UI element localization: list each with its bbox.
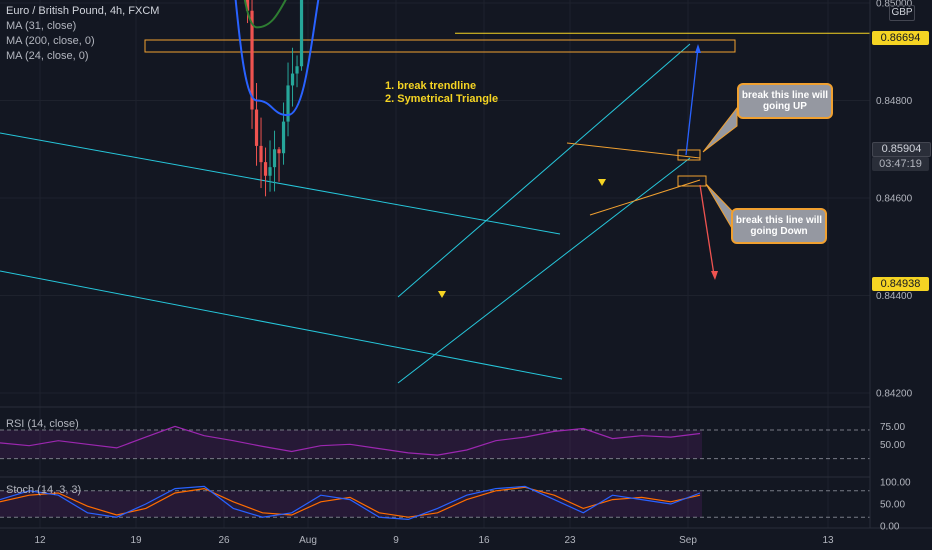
rsi-line <box>0 425 701 456</box>
time-tick-label: 16 <box>478 535 490 546</box>
legend-ma200[interactable]: MA (200, close, 0) <box>6 35 95 47</box>
candles <box>245 0 304 197</box>
projection-down-arrowhead <box>711 271 718 280</box>
time-tick-label: 12 <box>34 535 46 546</box>
breakout-box-up <box>677 149 701 161</box>
legend-ma31[interactable]: MA (31, close) <box>6 20 77 32</box>
countdown-tag: 03:47:19 <box>872 157 929 171</box>
symbol-title[interactable]: Euro / British Pound, 4h, FXCM <box>6 5 160 17</box>
note-line-1: 1. break trendline <box>385 80 477 92</box>
candle-body <box>290 73 295 86</box>
breakout-box-down <box>677 175 707 187</box>
stoch-d-line <box>0 486 701 518</box>
stoch-pane <box>0 485 870 521</box>
price-axis: 0.842000.844000.846000.848000.850000.852… <box>0 0 932 533</box>
drawings <box>0 32 870 384</box>
projection-up-line <box>685 47 699 156</box>
time-tick-label: 26 <box>218 535 230 546</box>
time-tick-label: 9 <box>393 535 399 546</box>
uptrend-upper-line <box>397 43 691 298</box>
current-price-tag: 0.85904 <box>872 142 931 157</box>
stoch-tick-label: 50.00 <box>880 500 905 511</box>
legend-ma24[interactable]: MA (24, close, 0) <box>6 50 89 62</box>
rsi-tick-label: 75.00 <box>880 422 905 433</box>
projection-down-line <box>699 184 715 276</box>
signal-marker <box>438 291 446 298</box>
candle-body <box>254 109 259 146</box>
stoch-label[interactable]: Stoch (14, 3, 3) <box>6 484 82 496</box>
downtrend-upper-line <box>0 132 561 235</box>
candle-body <box>259 145 263 163</box>
candle-body <box>277 149 281 154</box>
price-tick-label: 0.84200 <box>876 389 913 400</box>
candle-body <box>268 167 272 176</box>
time-axis: 12 19 26 Aug 9 16 23 Sep 13 <box>34 535 834 546</box>
grid <box>0 0 870 528</box>
candle-body <box>245 0 250 11</box>
stoch-band <box>0 490 702 518</box>
resistance-box <box>144 39 736 53</box>
candle-body <box>281 121 286 154</box>
legend: Euro / British Pound, 4h, FXCM MA (31, c… <box>6 4 159 64</box>
time-tick-label: 19 <box>130 535 142 546</box>
note-line-2: 2. Symetrical Triangle <box>385 93 499 105</box>
price-tick-label: 0.84400 <box>876 291 913 302</box>
projection-up-arrowhead <box>695 44 701 53</box>
callout-up-pointer <box>702 106 738 153</box>
lower-level-tag: 0.84938 <box>872 277 929 291</box>
downtrend-lower-line <box>0 270 563 380</box>
time-tick-label: 23 <box>564 535 576 546</box>
price-tick-label: 0.84800 <box>876 96 913 107</box>
time-tick-label: Aug <box>299 535 317 546</box>
stoch-tick-label: 0.00 <box>880 522 900 533</box>
price-tick-label: 0.85000 <box>876 0 913 10</box>
upper-level-tag: 0.86694 <box>872 31 929 45</box>
time-tick-label: 13 <box>822 535 834 546</box>
rsi-label[interactable]: RSI (14, close) <box>6 418 79 430</box>
rsi-pane <box>0 425 870 460</box>
currency-label[interactable]: GBP <box>889 5 915 21</box>
callout-break-up[interactable]: break this line will going UP <box>737 83 833 119</box>
uptrend-lower-line <box>397 157 691 384</box>
candle-body <box>272 149 277 168</box>
candle-body <box>295 66 299 74</box>
rsi-tick-label: 50.00 <box>880 440 905 451</box>
analysis-note: 1. break trendline 2. Symetrical Triangl… <box>385 80 498 106</box>
arrows <box>685 44 718 280</box>
callout-break-down[interactable]: break this line will going Down <box>731 208 827 244</box>
stoch-k-line <box>0 485 701 521</box>
stoch-tick-label: 100.00 <box>880 478 911 489</box>
price-tick-label: 0.84600 <box>876 194 913 205</box>
signal-marker <box>598 179 606 186</box>
candle-body <box>286 85 290 122</box>
time-tick-label: Sep <box>679 535 697 546</box>
candle-body <box>263 162 268 176</box>
candle-body <box>250 10 254 110</box>
candle-body <box>299 0 304 67</box>
